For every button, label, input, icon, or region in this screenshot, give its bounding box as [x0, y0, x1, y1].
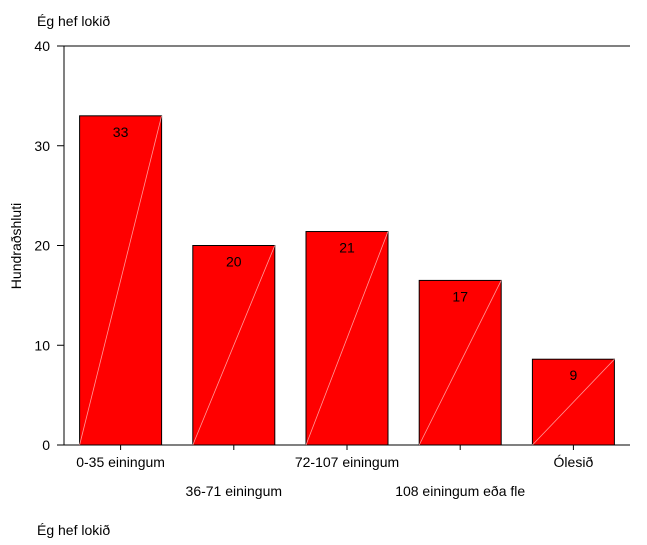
x-axis-ticks: 0-35 einingum 36-71 einingum 72-107 eining…: [76, 445, 593, 499]
bar-data-label: 17: [452, 288, 468, 304]
x-axis-label: Ég hef lokið: [37, 522, 110, 538]
x-tick-label: 72-107 einingum: [295, 454, 399, 470]
bar-diagonal-line: [305, 231, 389, 446]
bar-diagonal-line: [418, 280, 502, 446]
bar-data-label: 33: [113, 124, 129, 140]
bar-diagonal-line: [532, 358, 615, 446]
x-tick-label: 108 einingum eða fle: [395, 483, 525, 499]
bars-group: 33 20 21 17 9: [79, 115, 615, 446]
chart-title: Ég hef lokið: [37, 13, 110, 29]
bar-data-label: 9: [570, 367, 578, 383]
x-tick-label: 0-35 einingum: [76, 454, 165, 470]
bar-diagonal-line: [79, 115, 162, 446]
y-tick-label: 30: [34, 138, 50, 154]
y-tick-label: 20: [34, 238, 50, 254]
y-axis-label: Hundraðshluti: [8, 203, 24, 289]
bar-diagonal-line: [192, 245, 276, 446]
bar-data-label: 20: [226, 254, 242, 270]
y-tick-label: 10: [34, 337, 50, 353]
bar-data-label: 21: [339, 240, 355, 256]
y-tick-label: 0: [42, 437, 50, 453]
y-axis-ticks: 0 10 20 30 40: [34, 38, 64, 453]
y-tick-label: 40: [34, 38, 50, 54]
x-tick-label: 36-71 einingum: [186, 483, 283, 499]
x-tick-label: Ólesið: [554, 454, 594, 470]
